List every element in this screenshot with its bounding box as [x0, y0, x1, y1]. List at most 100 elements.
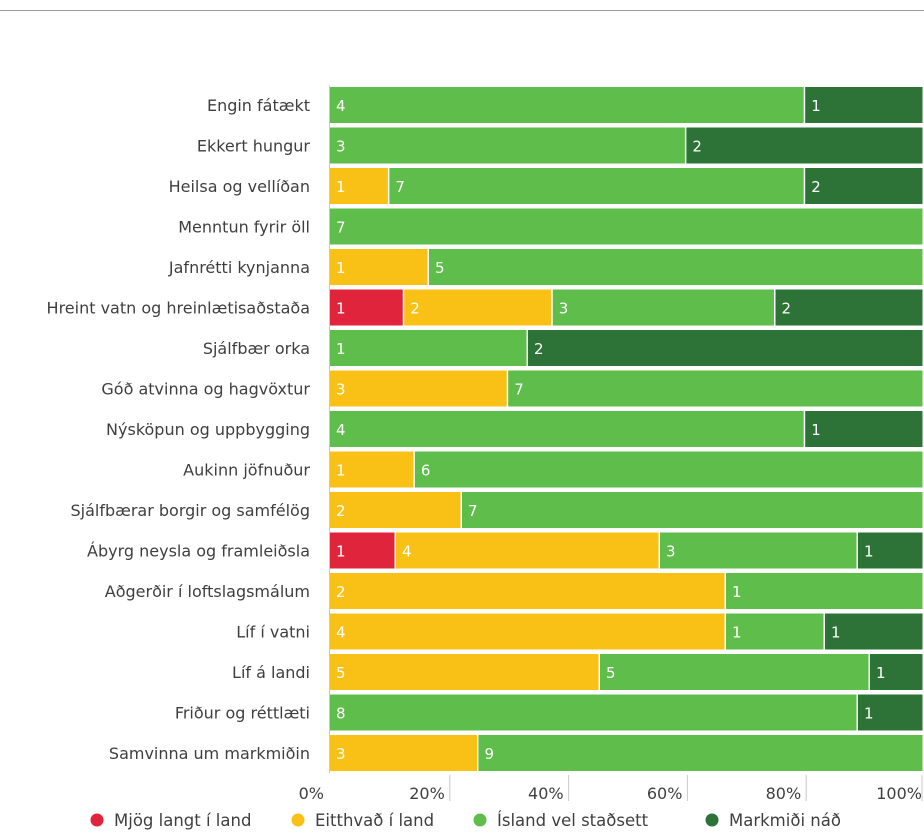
data-label: 1: [811, 421, 821, 439]
data-label: 7: [395, 178, 405, 196]
category-label: Sjálfbærar borgir og samfélög: [70, 501, 310, 520]
bar-segment: [330, 127, 685, 164]
category-label: Heilsa og vellíðan: [169, 177, 310, 196]
bar-segment: [600, 654, 869, 690]
bar-segment: [330, 289, 403, 326]
data-label: 5: [336, 664, 346, 682]
data-label: 9: [485, 745, 495, 763]
data-label: 3: [336, 745, 346, 763]
legend-marker: [705, 813, 719, 827]
legend-label: Markmiði náð: [729, 811, 841, 830]
legend-marker: [291, 813, 305, 827]
data-label: 2: [336, 502, 346, 520]
bar-segment: [389, 168, 804, 204]
data-label: 2: [811, 178, 821, 196]
x-tick-label: 20%: [409, 784, 445, 803]
data-label: 5: [435, 259, 445, 277]
data-label: 7: [514, 381, 524, 399]
bar-segment: [805, 87, 923, 123]
category-label: Hreint vatn og hreinlætisaðstaða: [47, 299, 310, 318]
data-label: 7: [468, 502, 478, 520]
data-label: 2: [692, 138, 702, 156]
bar-segment: [858, 694, 923, 731]
data-label: 4: [336, 624, 346, 642]
data-label: 1: [336, 300, 346, 318]
bar-segment: [330, 654, 599, 690]
bar-segment: [805, 411, 923, 447]
bar-segment: [404, 289, 552, 326]
data-label: 1: [732, 583, 742, 601]
x-tick-label: 100%: [876, 784, 922, 803]
category-label: Nýsköpun og uppbygging: [106, 420, 310, 439]
category-label: Sjálfbær orka: [203, 339, 310, 358]
data-label: 1: [336, 259, 346, 277]
category-label: Friður og réttlæti: [175, 704, 310, 723]
bar-segment: [330, 573, 725, 609]
bar-segment: [805, 168, 923, 204]
bar-segment: [330, 370, 507, 407]
data-label: 1: [831, 624, 841, 642]
data-label: 6: [421, 462, 431, 480]
x-tick-label: 80%: [766, 784, 802, 803]
bar-segment: [330, 451, 414, 488]
data-label: 1: [732, 624, 742, 642]
bar-segment: [330, 208, 923, 245]
category-label: Góð atvinna og hagvöxtur: [101, 380, 310, 399]
category-label: Aukinn jöfnuður: [183, 461, 310, 480]
bar-segment: [330, 87, 804, 123]
bar-segment: [330, 168, 388, 204]
bar-segment: [462, 492, 923, 528]
bar-segment: [508, 370, 923, 407]
bar-segment: [858, 532, 923, 569]
bar-segment: [825, 613, 923, 650]
bar-segment: [726, 613, 824, 650]
x-tick-label: 40%: [528, 784, 564, 803]
bar-segment: [686, 127, 923, 164]
legend-label: Ísland vel staðsett: [497, 811, 649, 830]
legend-label: Mjög langt í land: [114, 811, 251, 830]
bar-segment: [330, 613, 725, 650]
data-label: 2: [336, 583, 346, 601]
bar-segment: [775, 289, 923, 326]
data-label: 3: [666, 543, 676, 561]
data-label: 1: [336, 462, 346, 480]
category-label: Menntun fyrir öll: [178, 218, 310, 237]
bar-segment: [330, 735, 477, 771]
legend-label: Eitthvað í land: [315, 811, 434, 830]
data-label: 8: [336, 705, 346, 723]
data-label: 1: [336, 340, 346, 358]
x-tick-label: 60%: [647, 784, 683, 803]
bar-segment: [726, 573, 923, 609]
bar-segment: [528, 330, 923, 366]
category-label: Jafnrétti kynjanna: [168, 258, 310, 277]
bar-segment: [478, 735, 923, 771]
legend-marker: [473, 813, 487, 827]
bar-segment: [330, 330, 527, 366]
data-label: 5: [606, 664, 616, 682]
bar-segment: [552, 289, 774, 326]
bar-segment: [330, 694, 857, 731]
x-tick-label: 0%: [299, 784, 324, 803]
data-label: 1: [811, 97, 821, 115]
bar-segment: [330, 492, 461, 528]
data-label: 2: [534, 340, 544, 358]
category-label: Ábyrg neysla og framleiðsla: [87, 542, 310, 561]
bar-segment: [330, 411, 804, 447]
bar-segment: [330, 249, 428, 285]
bar-segment: [396, 532, 659, 569]
top-divider: [0, 10, 924, 11]
data-label: 4: [402, 543, 412, 561]
data-label: 7: [336, 219, 346, 237]
category-label: Ekkert hungur: [197, 137, 311, 156]
legend-marker: [90, 813, 104, 827]
data-label: 1: [336, 543, 346, 561]
bar-segment: [870, 654, 923, 690]
bar-segment: [429, 249, 923, 285]
bar-segment: [330, 532, 395, 569]
category-label: Aðgerðir í loftslagsmálum: [105, 582, 310, 601]
category-label: Líf í vatni: [236, 623, 310, 642]
data-label: 4: [336, 97, 346, 115]
data-label: 2: [782, 300, 792, 318]
